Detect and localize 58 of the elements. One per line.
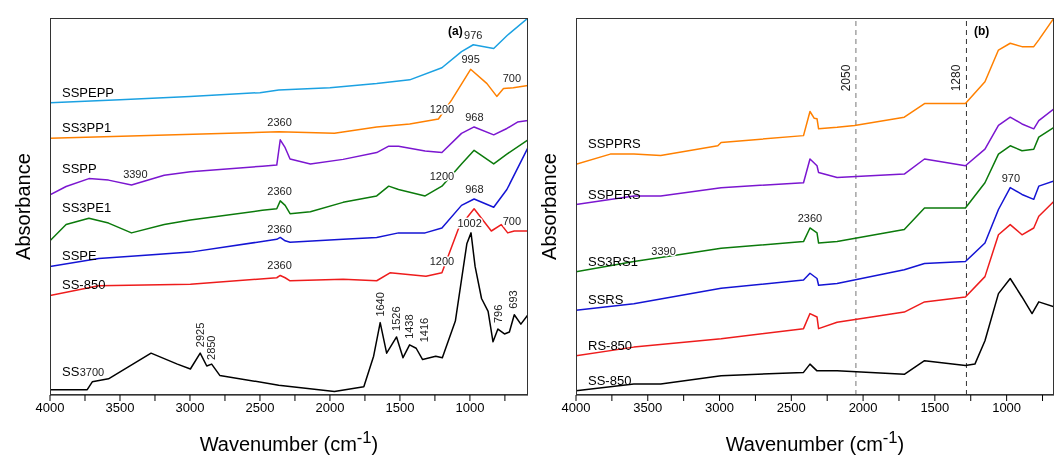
- annotation: 970: [1001, 171, 1021, 184]
- x-tick-label: 3500: [105, 400, 135, 416]
- x-tick-label: 1500: [385, 400, 415, 416]
- ref-line-label: 2050: [838, 64, 853, 92]
- series-label: SS3PP1: [62, 120, 112, 136]
- series-label: SS3RS1: [588, 253, 638, 269]
- annotation: 2925: [194, 322, 207, 348]
- x-tick-label: 1000: [455, 400, 485, 416]
- x-axis-title: Wavenumber (cm$^{-1}$): [724, 428, 906, 456]
- x-tick-label: 3000: [705, 400, 734, 416]
- annotation: 2360: [267, 259, 292, 272]
- series-label: SS-850: [588, 372, 632, 388]
- x-tick-label: 1000: [992, 400, 1022, 416]
- annotation: 2360: [267, 115, 292, 128]
- y-axis-title: Absorbance: [11, 153, 35, 260]
- annotation: 693: [506, 290, 519, 309]
- series-label: SSPERS: [588, 186, 642, 202]
- annotation: 2360: [267, 184, 292, 197]
- y-axis-title: Absorbance: [537, 153, 561, 260]
- x-axis-title: Wavenumber (cm$^{-1}$): [198, 428, 380, 456]
- annotation: 1526: [390, 306, 403, 331]
- series-label: SS: [62, 363, 80, 379]
- series-label: RS-850: [588, 337, 633, 353]
- series-label: SSPE: [62, 248, 98, 264]
- annotation: 1416: [417, 317, 430, 343]
- series-label: SS-850: [62, 277, 106, 293]
- x-tick-label: 2000: [315, 400, 345, 416]
- annotation: 2360: [267, 223, 292, 236]
- series-label: SSPP: [62, 160, 97, 176]
- x-tick-label: 2500: [776, 400, 806, 416]
- annotation: (b): [974, 24, 990, 38]
- x-tick-label: 3000: [175, 400, 205, 416]
- annotation: 700: [502, 71, 522, 84]
- series-label: SS3PE1: [62, 200, 112, 216]
- annotation: 796: [492, 304, 505, 324]
- annotation: 2850: [204, 335, 217, 360]
- x-tick-label: 4000: [561, 400, 591, 416]
- annotation: 968: [465, 110, 484, 123]
- x-tick-label: 3500: [633, 400, 663, 416]
- x-tick-label: 2500: [245, 400, 275, 416]
- annotation: 976: [464, 28, 483, 41]
- x-tick-label: 1500: [920, 400, 950, 416]
- series-label: SSRS: [588, 292, 624, 308]
- annotation: 1640: [374, 292, 387, 317]
- annotation: 3390: [123, 167, 148, 180]
- annotation: 2360: [797, 211, 823, 224]
- ref-line-label: 1280: [949, 64, 964, 92]
- annotation: 700: [502, 215, 522, 228]
- series-label: SSPEPP: [62, 84, 115, 100]
- x-tick-label: 2000: [848, 400, 878, 416]
- annotation: (a): [448, 24, 463, 38]
- x-tick-label: 4000: [35, 400, 65, 416]
- annotation: 968: [465, 182, 484, 195]
- annotation: 1438: [402, 314, 415, 339]
- annotation: 3390: [651, 245, 676, 258]
- series-label: SSPPRS: [588, 136, 642, 152]
- annotation: 995: [461, 53, 480, 66]
- annotation: 3700: [79, 365, 105, 378]
